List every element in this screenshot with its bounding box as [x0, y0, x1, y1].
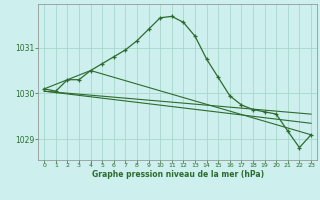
X-axis label: Graphe pression niveau de la mer (hPa): Graphe pression niveau de la mer (hPa): [92, 170, 264, 179]
